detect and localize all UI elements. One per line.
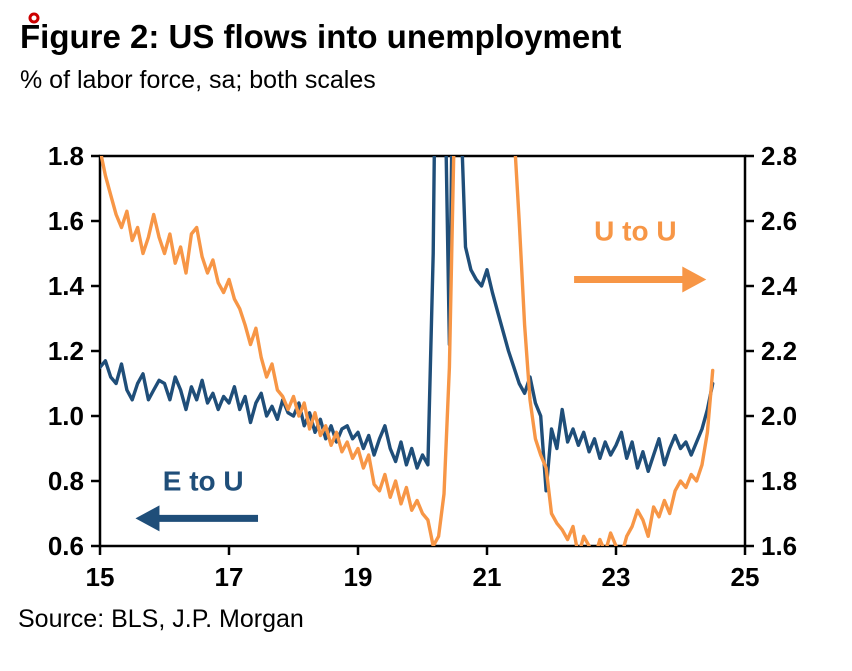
y-right-tick-label: 2.8 <box>761 141 797 171</box>
source-note: Source: BLS, J.P. Morgan <box>18 604 304 633</box>
y-left-tick-label: 0.8 <box>48 466 84 496</box>
annotation-arrow-head-e-to-u <box>135 505 160 532</box>
annotation-label-e-to-u: E to U <box>163 465 244 496</box>
y-right-tick-label: 1.8 <box>761 466 797 496</box>
annotation-u-to-u: U to U <box>574 215 707 293</box>
y-left-tick-label: 0.6 <box>48 531 84 561</box>
series-e-to-u <box>100 155 715 493</box>
y-left-tick-label: 1.6 <box>48 206 84 236</box>
y-right-tick-label: 2.6 <box>761 206 797 236</box>
red-dot-icon <box>28 12 40 24</box>
annotation-label-u-to-u: U to U <box>594 215 676 246</box>
figure-container: Figure 2: US flows into unemployment % o… <box>18 12 798 633</box>
annotation-arrow-head-u-to-u <box>682 266 707 293</box>
x-tick-label: 19 <box>344 562 373 592</box>
y-left-tick-label: 1.0 <box>48 401 84 431</box>
x-tick-label: 25 <box>731 562 760 592</box>
y-right-tick-label: 2.2 <box>761 336 797 366</box>
x-tick-label: 23 <box>602 562 631 592</box>
y-left-tick-label: 1.4 <box>48 271 85 301</box>
red-dot-marker <box>28 12 40 24</box>
y-left-tick-label: 1.8 <box>48 141 84 171</box>
chart-subtitle: % of labor force, sa; both scales <box>20 65 376 94</box>
chart-plot: 0.6 0.8 1.0 1.2 1.4 1.6 1.8 1.6 1.8 2.0 2.2 2.4 2.6 2… <box>48 141 798 592</box>
chart-title: Figure 2: US flows into unemployment <box>20 18 622 55</box>
y-right-tick-label: 2.0 <box>761 401 797 431</box>
x-tick-label: 17 <box>215 562 244 592</box>
series-u-to-u <box>100 155 715 546</box>
x-tick-label: 15 <box>86 562 115 592</box>
annotation-e-to-u: E to U <box>135 465 259 532</box>
y-right-tick-label: 1.6 <box>761 531 797 561</box>
y-left-tick-label: 1.2 <box>48 336 84 366</box>
y-right-tick-label: 2.4 <box>761 271 798 301</box>
x-tick-label: 21 <box>473 562 502 592</box>
